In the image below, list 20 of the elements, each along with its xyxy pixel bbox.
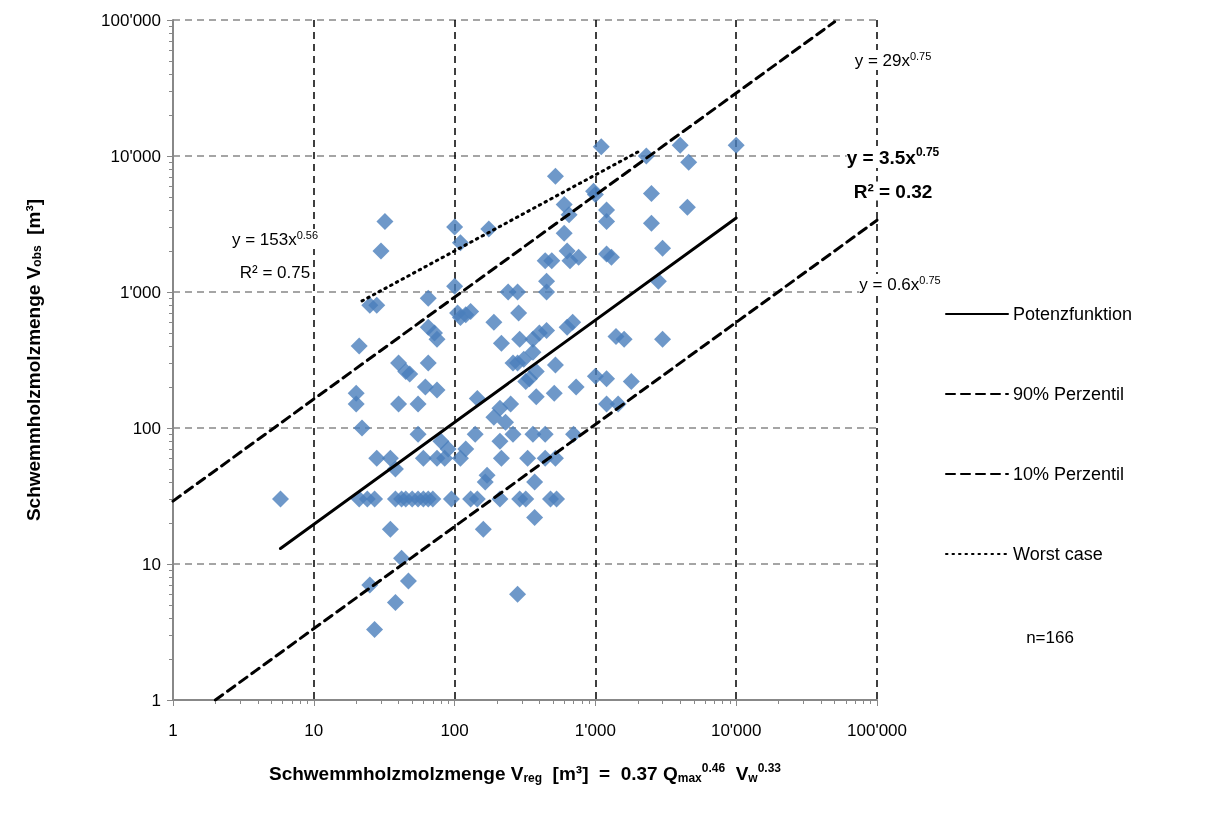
y-axis-title: Schwemmholzmolzmenge Vobs [m³] — [22, 198, 44, 522]
legend-label: Worst case — [1013, 544, 1103, 564]
y-tick-label: 100'000 — [101, 10, 161, 30]
legend-label: 90% Perzentil — [1013, 384, 1125, 404]
x-tick-label: 100 — [440, 721, 469, 740]
x-tick-label: 10'000 — [710, 721, 762, 740]
annotation: R² = 0.75 — [239, 262, 311, 282]
legend-label: 10% Perzentil — [1013, 464, 1125, 484]
x-tick-label: 1'000 — [574, 721, 616, 740]
text: n=166 — [1026, 627, 1074, 647]
legend-label: Potenzfunktion — [1013, 304, 1133, 324]
y-tick-label: 1'000 — [119, 282, 161, 302]
y-tick-label: 1 — [151, 690, 161, 710]
y-tick-label: 100 — [132, 418, 161, 438]
x-tick-label: 100'000 — [847, 721, 907, 740]
annotation: R² = 0.32 — [853, 180, 933, 202]
x-tick-label: 1 — [168, 721, 178, 740]
y-tick-label: 10 — [142, 554, 161, 574]
y-tick-label: 10'000 — [110, 146, 161, 166]
x-tick-label: 10 — [304, 721, 324, 740]
